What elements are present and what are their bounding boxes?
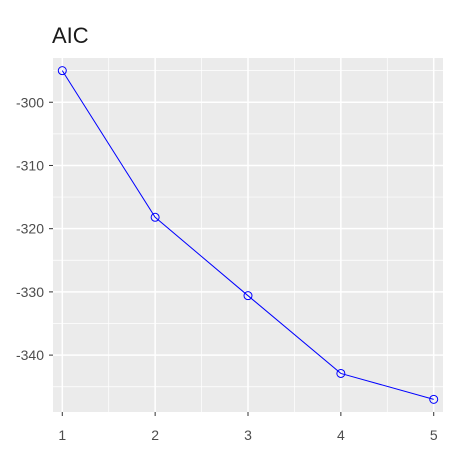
x-tick-label: 2 [151, 427, 159, 443]
y-tick-label: -320 [16, 221, 44, 237]
x-tick-label: 1 [58, 427, 66, 443]
x-tick-label: 4 [337, 427, 345, 443]
data-point [429, 394, 439, 404]
data-point [243, 291, 253, 301]
axis-ticks: 1 2 3 4 5 -300 -310 -320 -330 -340 [16, 94, 438, 443]
y-tick-label: -330 [16, 284, 44, 300]
series-group [57, 66, 439, 404]
y-tick-label: -340 [16, 347, 44, 363]
x-tick-label: 5 [430, 427, 438, 443]
chart-title: AIC [52, 23, 89, 48]
x-tick-label: 3 [244, 427, 252, 443]
y-tick-label: -310 [16, 157, 44, 173]
data-point [57, 66, 67, 76]
y-tick-label: -300 [16, 94, 44, 110]
grid-lines [53, 58, 443, 412]
data-point [150, 212, 160, 222]
series-line [61, 70, 434, 400]
data-point [336, 368, 346, 378]
